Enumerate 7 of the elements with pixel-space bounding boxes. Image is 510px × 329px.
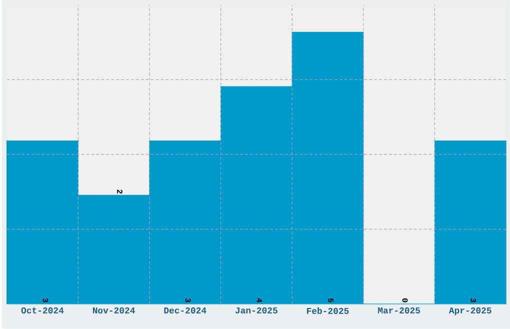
x-tick-label: Oct-2024 — [21, 308, 64, 314]
x-tick-label: Dec-2024 — [164, 308, 206, 314]
x-tick-label: Mar-2025 — [378, 308, 420, 314]
x-tick-label: Feb-2025 — [307, 308, 349, 314]
x-tick-label: Nov-2024 — [92, 308, 135, 314]
x-tick-label: Apr-2025 — [448, 308, 492, 316]
x-tick-label: Jan-2025 — [235, 308, 278, 314]
